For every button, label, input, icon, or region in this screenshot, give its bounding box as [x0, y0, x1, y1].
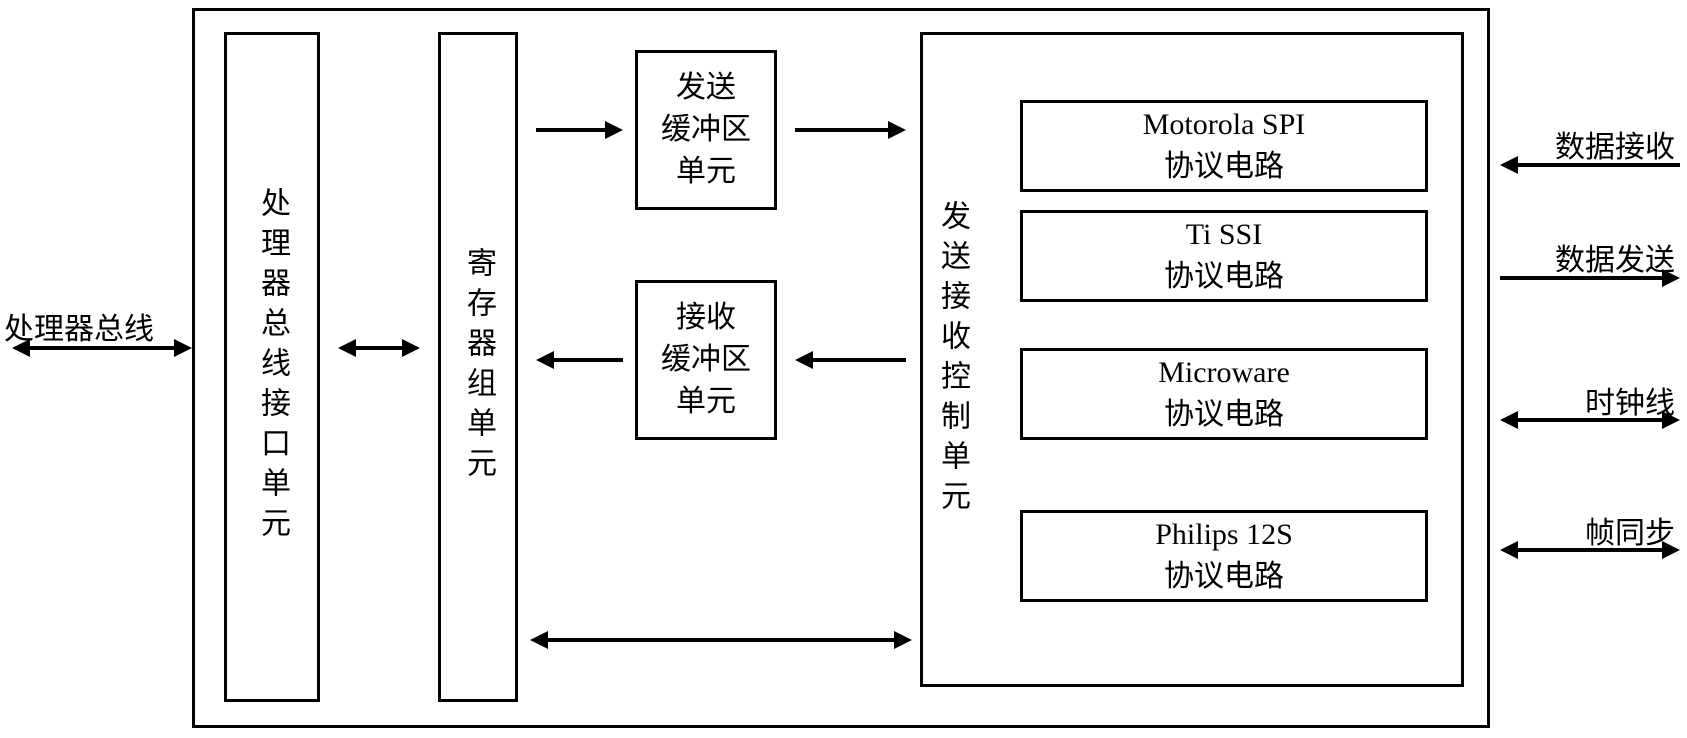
a_busif_reg	[338, 339, 420, 357]
a_reg_ctrl	[530, 631, 912, 649]
a_reg_txbuf	[536, 121, 623, 139]
a_txbuf_ctrl	[795, 121, 906, 139]
arrow-layer	[0, 0, 1687, 738]
a_ext_rx	[1500, 156, 1680, 174]
a_ctrl_rxbuf	[795, 351, 906, 369]
a_rxbuf_reg	[536, 351, 623, 369]
a_ext_tx	[1500, 269, 1680, 287]
a_bus_ext	[12, 339, 192, 357]
a_ext_clk	[1500, 411, 1680, 429]
a_ext_frame	[1500, 541, 1680, 559]
